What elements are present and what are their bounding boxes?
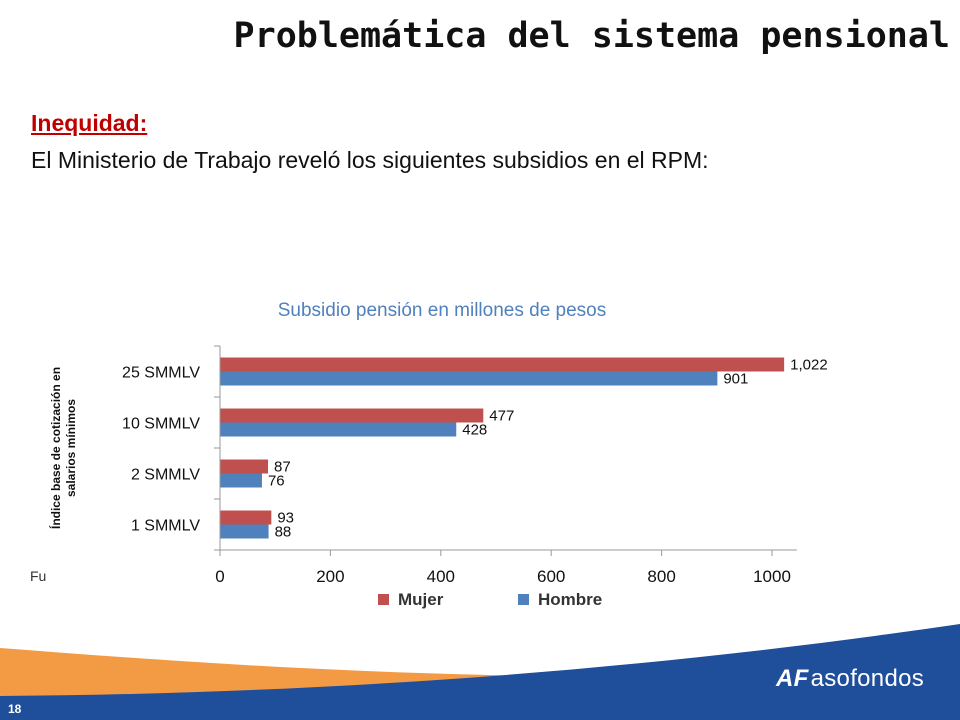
logo-text: asofondos — [810, 665, 925, 692]
body-text: El Ministerio de Trabajo reveló los sigu… — [31, 147, 709, 173]
category-label: 25 SMMLV — [122, 365, 200, 382]
category-label: 1 SMMLV — [131, 518, 200, 535]
bar-mujer — [220, 408, 484, 423]
legend-label: Mujer — [398, 590, 444, 609]
data-label: 477 — [489, 408, 514, 425]
category-label: 10 SMMLV — [122, 416, 200, 433]
bar-chart: Subsidio pensión en millones de pesos Ín… — [48, 292, 858, 620]
data-label: 88 — [275, 524, 292, 541]
data-label: 901 — [723, 371, 748, 388]
x-tick-label: 1000 — [753, 567, 791, 586]
data-label: 76 — [268, 473, 285, 490]
bar-hombre — [220, 524, 269, 539]
slide-title: Problemática del sistema pensional — [233, 16, 950, 56]
x-tick-label: 600 — [537, 567, 565, 586]
legend-swatch-mujer — [378, 594, 389, 605]
y-axis-title: Índice base de cotización ensalarios mín… — [48, 367, 78, 529]
data-label: 93 — [277, 510, 294, 527]
bar-hombre — [220, 371, 718, 386]
y-axis-title-line: salarios mínimos — [64, 399, 78, 497]
subheading: Inequidad: — [31, 110, 148, 136]
bar-mujer — [220, 459, 269, 474]
footer-blue-band — [0, 624, 960, 720]
data-label: 87 — [274, 459, 291, 476]
asofondos-logo: AFasofondos — [776, 665, 924, 693]
bar-mujer — [220, 357, 785, 372]
bar-mujer — [220, 510, 272, 525]
page-number: 18 — [8, 702, 22, 716]
data-label: 428 — [462, 422, 487, 439]
chart-title: Subsidio pensión en millones de pesos — [278, 300, 607, 321]
bar-hombre — [220, 422, 457, 437]
logo-mark-icon: AF — [776, 665, 809, 692]
bar-hombre — [220, 473, 262, 488]
footer-band — [0, 624, 960, 720]
category-label: 2 SMMLV — [131, 467, 200, 484]
x-tick-label: 800 — [647, 567, 675, 586]
chart-background — [48, 292, 858, 620]
x-tick-label: 200 — [316, 567, 344, 586]
x-tick-label: 0 — [215, 567, 224, 586]
source-fragment: Fu — [30, 568, 47, 584]
legend-swatch-hombre — [518, 594, 529, 605]
chart: Subsidio pensión en millones de pesos Ín… — [48, 292, 858, 620]
legend-label: Hombre — [538, 590, 602, 609]
y-axis-title-line: Índice base de cotización en — [48, 367, 63, 529]
data-label: 1,022 — [790, 357, 828, 374]
x-tick-label: 400 — [427, 567, 455, 586]
